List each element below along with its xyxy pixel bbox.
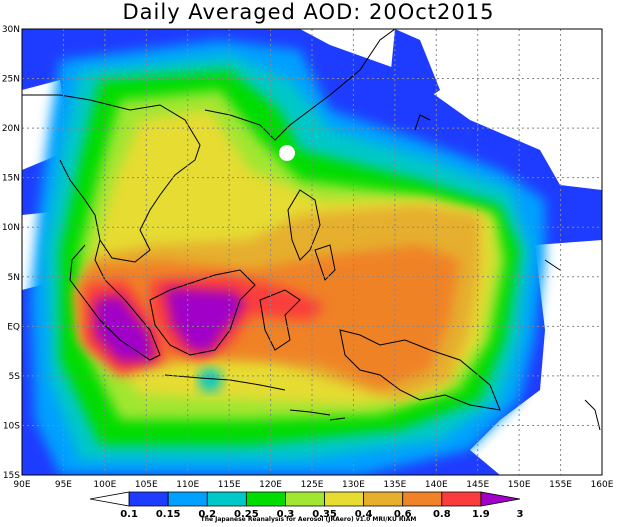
colorbar-label: 0.8 (433, 509, 451, 520)
longitude-labels: 90E 95E 100E 105E 110E 115E 120E 125E 130E 135E 14… (13, 480, 613, 490)
colorbar-swatch (324, 491, 365, 507)
colorbar-swatch (363, 491, 404, 507)
lon-tick-label: 110E (176, 480, 199, 490)
colorbar-swatch (89, 491, 130, 507)
lat-tick-label: 5S (9, 372, 21, 382)
lon-tick-label: 135E (383, 480, 406, 490)
lon-tick-label: 120E (259, 480, 282, 490)
colorbar-label: 1.9 (472, 509, 490, 520)
lat-tick-label: 15S (3, 471, 20, 481)
colorbar-swatch (167, 491, 208, 507)
latitude-labels: 30N 25N 20N 15N 10N 5N EQ 5S 10S 15S (2, 25, 20, 481)
colorbar-swatch (441, 491, 482, 507)
map-frame (21, 28, 603, 476)
lat-tick-label: 5N (8, 273, 20, 283)
lon-tick-label: 145E (466, 480, 489, 490)
lon-tick-label: 115E (218, 480, 241, 490)
lat-tick-label: 10N (2, 223, 20, 233)
lon-tick-label: 140E (425, 480, 448, 490)
lon-tick-label: 90E (13, 480, 30, 490)
lat-tick-label: 25N (2, 75, 20, 85)
colorbar-swatch (480, 491, 521, 507)
lon-tick-label: 150E (508, 480, 531, 490)
lon-tick-label: 155E (549, 480, 572, 490)
colorbar-label: 0.1 (120, 509, 138, 520)
colorbar-swatch (402, 491, 443, 507)
lat-tick-label: 10S (3, 421, 20, 431)
coastlines (22, 29, 601, 431)
colorbar: 0.1 0.15 0.2 0.25 0.3 0.35 0.4 0.6 0.8 1.9 3 (89, 491, 524, 520)
lat-tick-label: EQ (7, 322, 20, 332)
lon-tick-label: 125E (301, 480, 324, 490)
colorbar-swatch (206, 491, 247, 507)
colorbar-swatch (128, 491, 169, 507)
graticule (22, 29, 602, 475)
lon-tick-label: 105E (135, 480, 158, 490)
colorbar-label: 0.6 (394, 509, 412, 520)
colorbar-swatch (245, 491, 286, 507)
lat-tick-label: 30N (2, 25, 20, 35)
colorbar-label: 0.15 (156, 509, 181, 520)
colorbar-label: 0.4 (355, 509, 373, 520)
lon-tick-label: 130E (342, 480, 365, 490)
colorbar-label: 0.25 (234, 509, 259, 520)
colorbar-label: 0.35 (312, 509, 337, 520)
lat-tick-label: 15N (2, 174, 20, 184)
colorbar-label: 0.2 (198, 509, 216, 520)
aod-field (22, 29, 602, 475)
colorbar-label: 3 (517, 509, 524, 520)
colorbar-swatch (285, 491, 325, 507)
map-title: Daily Averaged AOD: 20Oct2015 (122, 0, 495, 24)
lon-tick-label: 100E (93, 480, 116, 490)
colorbar-label: 0.3 (277, 509, 295, 520)
lat-tick-label: 20N (2, 124, 20, 134)
credit-text: The Japanese Reanalysis for Aerosol (JRA… (200, 516, 417, 523)
lon-tick-label: 160E (591, 480, 614, 490)
lon-tick-label: 95E (55, 480, 72, 490)
